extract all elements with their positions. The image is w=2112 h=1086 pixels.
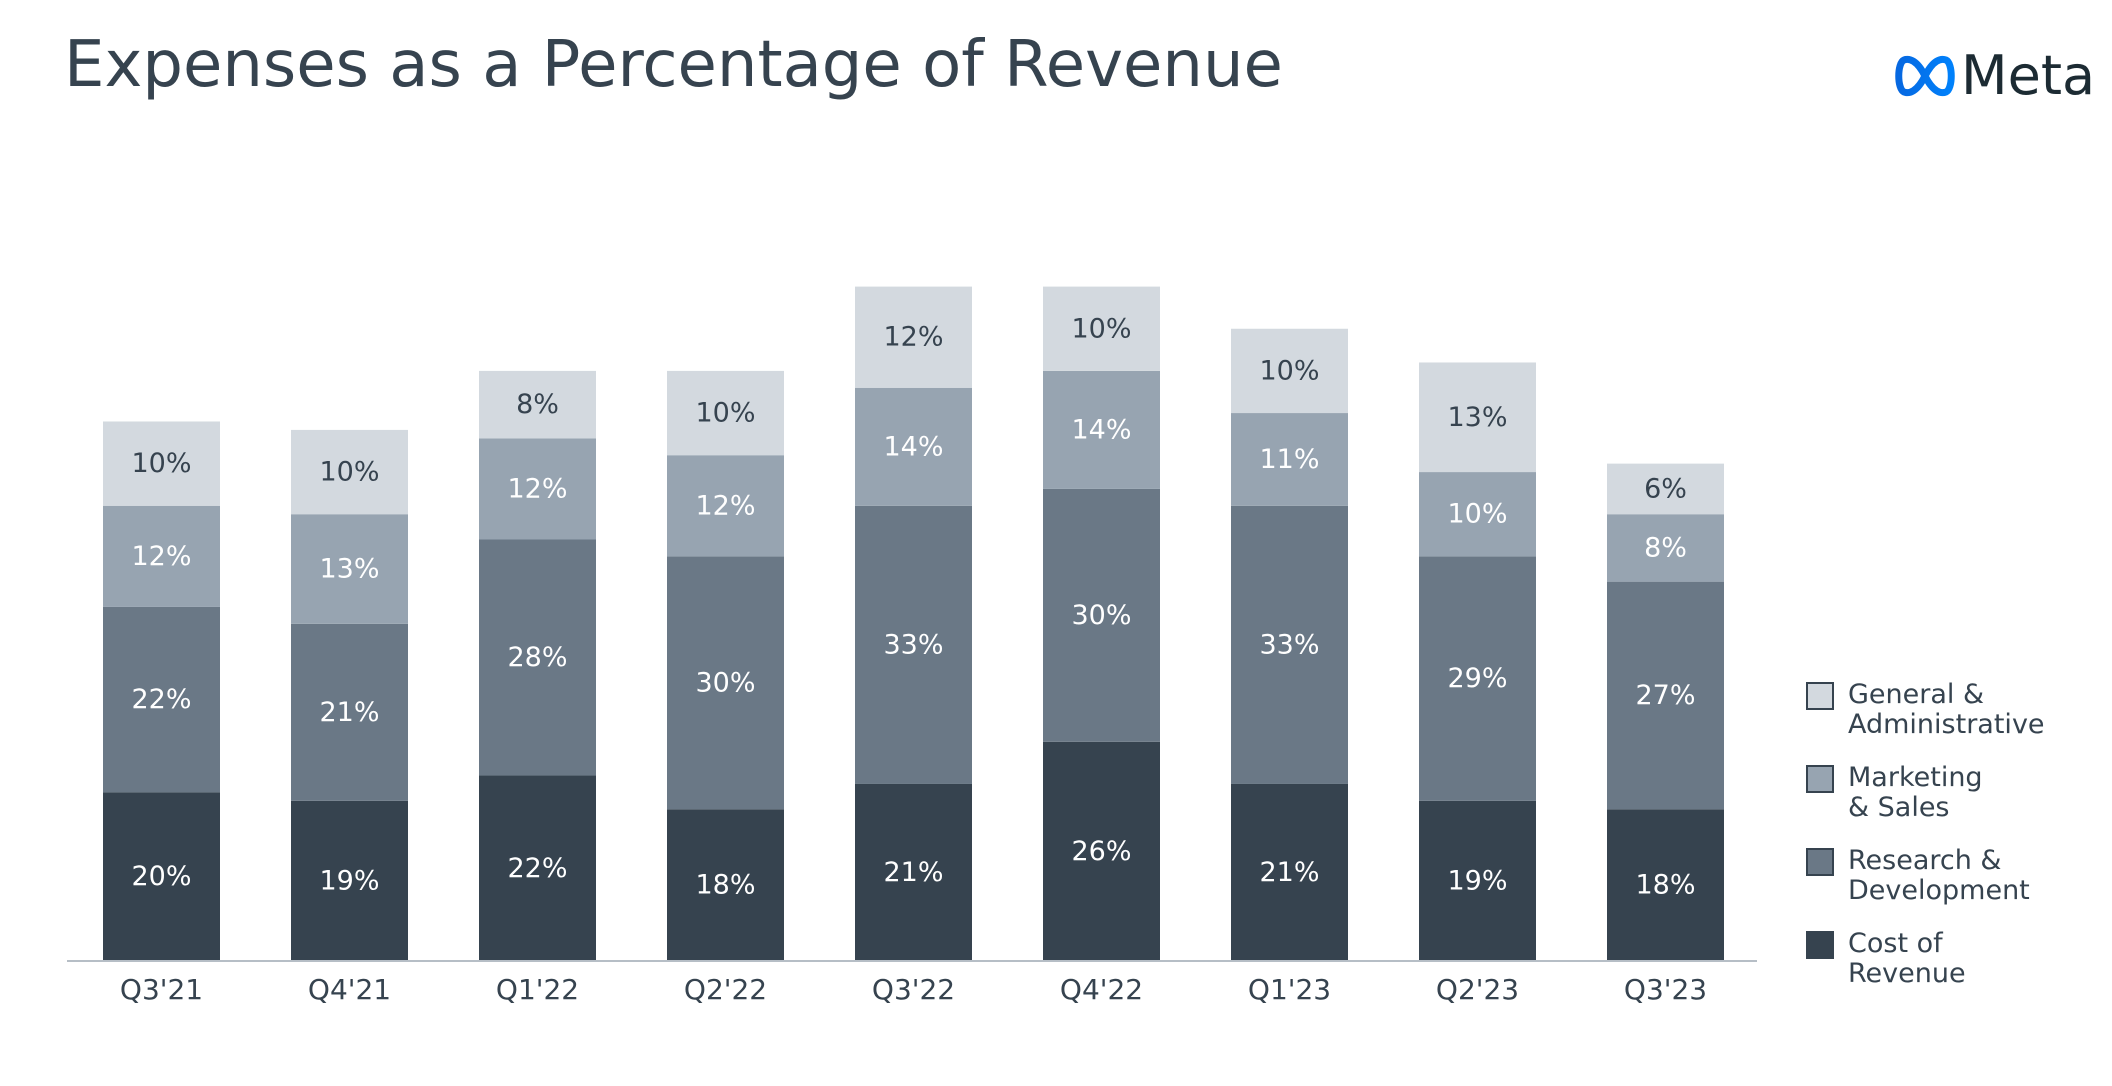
legend-label: Marketing & Sales (1848, 762, 1983, 823)
data-label: 28% (507, 642, 567, 673)
data-label: 20% (131, 861, 191, 892)
data-label: 29% (1447, 663, 1507, 694)
data-label: 10% (1447, 499, 1507, 530)
bar-segment (291, 800, 408, 961)
bar-segment (855, 783, 972, 961)
legend-swatch (1806, 848, 1834, 876)
bar-segment (855, 505, 972, 784)
data-label: 10% (1259, 355, 1319, 386)
x-tick-label: Q1'23 (1248, 973, 1331, 1006)
legend-swatch (1806, 682, 1834, 710)
data-label: 8% (516, 389, 559, 420)
bar-segment (1231, 783, 1348, 961)
bar-segment (1419, 362, 1536, 473)
bar-segment (291, 514, 408, 624)
legend-label: Cost of Revenue (1848, 928, 1966, 989)
legend-item: Research & Development (1806, 846, 2106, 929)
data-label: 13% (1447, 402, 1507, 433)
data-label: 19% (319, 865, 379, 896)
data-label: 10% (319, 457, 379, 488)
bar-segment (855, 387, 972, 506)
data-label: 30% (695, 667, 755, 698)
bar-segment (667, 370, 784, 456)
bar-segment (1419, 800, 1536, 961)
data-label: 22% (507, 853, 567, 884)
data-label: 14% (883, 431, 943, 462)
bar-segment (103, 421, 220, 506)
data-label: 12% (883, 322, 943, 353)
legend-swatch (1806, 765, 1834, 793)
legend-swatch (1806, 931, 1834, 959)
bar-segment (479, 539, 596, 776)
data-label: 26% (1071, 836, 1131, 867)
data-label: 18% (695, 870, 755, 901)
data-label: 21% (319, 697, 379, 728)
bar-segment (1231, 505, 1348, 784)
legend-item: Marketing & Sales (1806, 763, 2106, 846)
bar-segment (103, 606, 220, 793)
bar-segment (291, 429, 408, 515)
legend: General & Administrative Marketing & Sale… (1806, 680, 2106, 1012)
data-label: 10% (695, 398, 755, 429)
bar-segment (667, 455, 784, 557)
bar-segment (1043, 488, 1160, 742)
data-label: 19% (1447, 865, 1507, 896)
bar-segment (1607, 581, 1724, 810)
data-label: 21% (1259, 857, 1319, 888)
meta-infinity-icon (1895, 55, 1955, 97)
data-label: 21% (883, 857, 943, 888)
x-tick-label: Q4'22 (1060, 973, 1143, 1006)
data-label: 12% (695, 490, 755, 521)
bar-segment (1419, 556, 1536, 801)
bar-segment (291, 623, 408, 801)
data-label: 33% (883, 629, 943, 660)
x-tick-label: Q2'22 (684, 973, 767, 1006)
data-label: 10% (131, 448, 191, 479)
bar-segment (1607, 463, 1724, 515)
x-tick-label: Q3'21 (120, 973, 203, 1006)
bar-segment (479, 370, 596, 439)
bar-segment (1419, 472, 1536, 557)
data-label: 12% (507, 473, 567, 504)
x-tick-label: Q2'23 (1436, 973, 1519, 1006)
data-label: 33% (1259, 629, 1319, 660)
data-label: 12% (131, 541, 191, 572)
x-tick-label: Q3'22 (872, 973, 955, 1006)
bar-segment (479, 438, 596, 540)
meta-logo: Meta (1893, 46, 2103, 106)
x-tick-label: Q4'21 (308, 973, 391, 1006)
data-label: 14% (1071, 414, 1131, 445)
bar-segment (667, 809, 784, 961)
x-tick-label: Q1'22 (496, 973, 579, 1006)
bar-segment (1231, 328, 1348, 414)
data-label: 22% (131, 684, 191, 715)
bar-segment (1043, 370, 1160, 489)
page-title: Expenses as a Percentage of Revenue (64, 28, 1283, 102)
data-label: 6% (1644, 473, 1687, 504)
bar-segment (1607, 514, 1724, 582)
legend-item: Cost of Revenue (1806, 929, 2106, 1012)
data-label: 27% (1635, 680, 1695, 711)
bar-segment (1607, 809, 1724, 961)
legend-item: General & Administrative (1806, 680, 2106, 763)
bar-segment (667, 556, 784, 810)
legend-label: General & Administrative (1848, 679, 2045, 740)
data-label: 8% (1644, 532, 1687, 563)
bar-segment (1231, 413, 1348, 506)
bar-segment (1043, 741, 1160, 961)
bar-segment (1043, 286, 1160, 371)
data-label: 10% (1071, 313, 1131, 344)
data-label: 13% (319, 554, 379, 585)
data-label: 11% (1259, 444, 1319, 475)
legend-label: Research & Development (1848, 845, 2030, 906)
bar-segment (103, 505, 220, 607)
bar-segment (103, 792, 220, 961)
meta-wordmark: Meta (1961, 44, 2096, 107)
bar-segment (479, 775, 596, 961)
data-label: 30% (1071, 600, 1131, 631)
data-label: 18% (1635, 870, 1695, 901)
bar-segment (855, 286, 972, 388)
x-tick-label: Q3'23 (1624, 973, 1707, 1006)
